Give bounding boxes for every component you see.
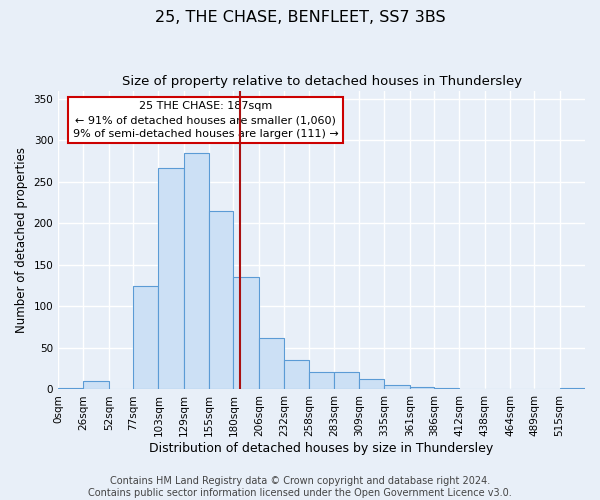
Bar xyxy=(334,372,359,390)
Bar xyxy=(410,387,434,390)
Bar xyxy=(359,380,385,390)
Bar xyxy=(310,372,334,390)
Bar xyxy=(83,381,109,390)
Bar xyxy=(259,338,284,390)
Y-axis label: Number of detached properties: Number of detached properties xyxy=(15,147,28,333)
Bar xyxy=(133,286,158,390)
Title: Size of property relative to detached houses in Thundersley: Size of property relative to detached ho… xyxy=(122,75,521,88)
Bar xyxy=(385,386,410,390)
Bar xyxy=(184,153,209,390)
Bar xyxy=(58,388,83,390)
Text: 25, THE CHASE, BENFLEET, SS7 3BS: 25, THE CHASE, BENFLEET, SS7 3BS xyxy=(155,10,445,25)
X-axis label: Distribution of detached houses by size in Thundersley: Distribution of detached houses by size … xyxy=(149,442,494,455)
Text: Contains HM Land Registry data © Crown copyright and database right 2024.
Contai: Contains HM Land Registry data © Crown c… xyxy=(88,476,512,498)
Bar xyxy=(284,360,310,390)
Bar xyxy=(434,388,460,390)
Bar xyxy=(209,211,233,390)
Bar xyxy=(158,168,184,390)
Text: 25 THE CHASE: 187sqm
← 91% of detached houses are smaller (1,060)
9% of semi-det: 25 THE CHASE: 187sqm ← 91% of detached h… xyxy=(73,101,338,139)
Bar xyxy=(560,388,585,390)
Bar xyxy=(233,278,259,390)
